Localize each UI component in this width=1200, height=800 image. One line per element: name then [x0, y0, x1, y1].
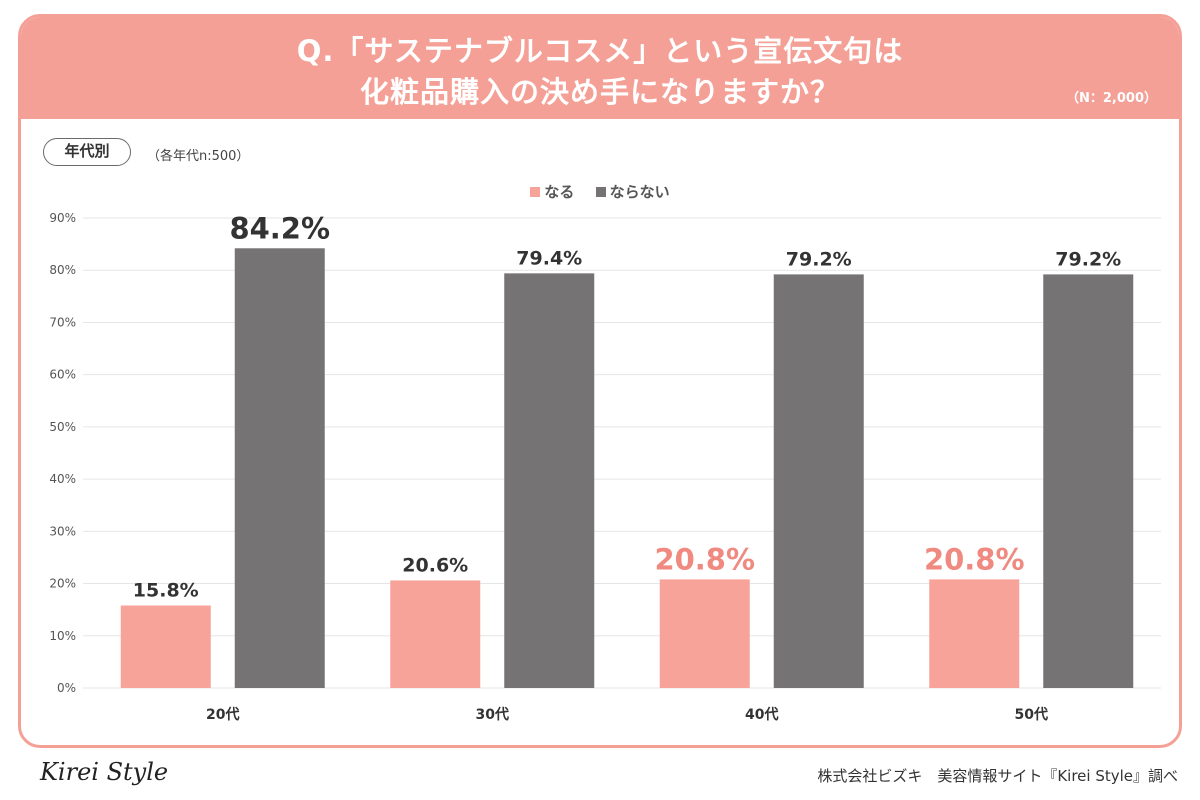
y-tick-label: 0%	[57, 681, 76, 695]
y-tick-label: 40%	[49, 472, 76, 486]
legend-swatch-naranai	[595, 187, 606, 197]
bar-naranai	[234, 248, 325, 689]
bar-naru	[929, 579, 1020, 688]
bar-naru	[659, 579, 750, 688]
x-category-label: 30代	[476, 706, 509, 723]
bar-naru	[390, 580, 481, 688]
question-title-line-2: 化粧品購入の決め手になりますか？	[359, 75, 840, 109]
data-label: 20.6%	[402, 554, 468, 576]
legend-item-naranai: ならない	[595, 181, 670, 202]
chart-legend: なる ならない	[21, 181, 1179, 202]
sample-size: （N：2,000）	[1065, 91, 1157, 106]
data-label: 79.2%	[786, 248, 852, 270]
y-tick-label: 20%	[49, 577, 76, 591]
bar-naranai	[1043, 274, 1134, 688]
y-tick-label: 50%	[49, 420, 76, 434]
question-title-line-1: Q.「サステナブルコスメ」という宣伝文句は	[296, 34, 904, 68]
y-tick-label: 80%	[49, 263, 76, 277]
y-tick-label: 30%	[49, 524, 76, 538]
legend-label-naranai: ならない	[609, 183, 670, 201]
x-category-label: 20代	[206, 706, 239, 723]
x-category-label: 50代	[1015, 706, 1048, 723]
kirei-style-logo: Kirei Style	[40, 758, 169, 786]
legend-item-naru: なる	[530, 181, 574, 202]
bar-chart: 0% 10% 20% 30% 40% 50% 60% 70% 80% 90% 15.8% 84.2% 2…	[49, 211, 1161, 723]
bar-naranai	[773, 274, 864, 688]
data-label: 84.2%	[229, 211, 330, 245]
segment-tag: 年代別	[43, 138, 131, 166]
x-category-label: 40代	[745, 706, 778, 723]
y-tick-label: 10%	[49, 629, 76, 643]
legend-swatch-naru	[530, 187, 541, 197]
data-label: 79.2%	[1055, 248, 1121, 270]
survey-card: Q.「サステナブルコスメ」という宣伝文句は 化粧品購入の決め手になりますか？ （…	[18, 14, 1182, 748]
title-banner: Q.「サステナブルコスメ」という宣伝文句は 化粧品購入の決め手になりますか？ （…	[21, 17, 1179, 119]
data-label: 79.4%	[516, 247, 582, 269]
segment-sample-note: （各年代n:500）	[147, 149, 250, 164]
y-tick-label: 70%	[49, 315, 76, 329]
source-credit: 株式会社ビズキ 美容情報サイト『Kirei Style』調べ	[817, 767, 1178, 785]
y-tick-label: 90%	[49, 211, 76, 225]
y-tick-label: 60%	[49, 368, 76, 382]
legend-label-naru: なる	[544, 183, 575, 201]
data-label: 20.8%	[924, 542, 1025, 576]
bar-naru	[120, 605, 211, 688]
data-label: 15.8%	[133, 579, 199, 601]
bar-naranai	[504, 273, 595, 688]
data-label: 20.8%	[654, 542, 755, 576]
